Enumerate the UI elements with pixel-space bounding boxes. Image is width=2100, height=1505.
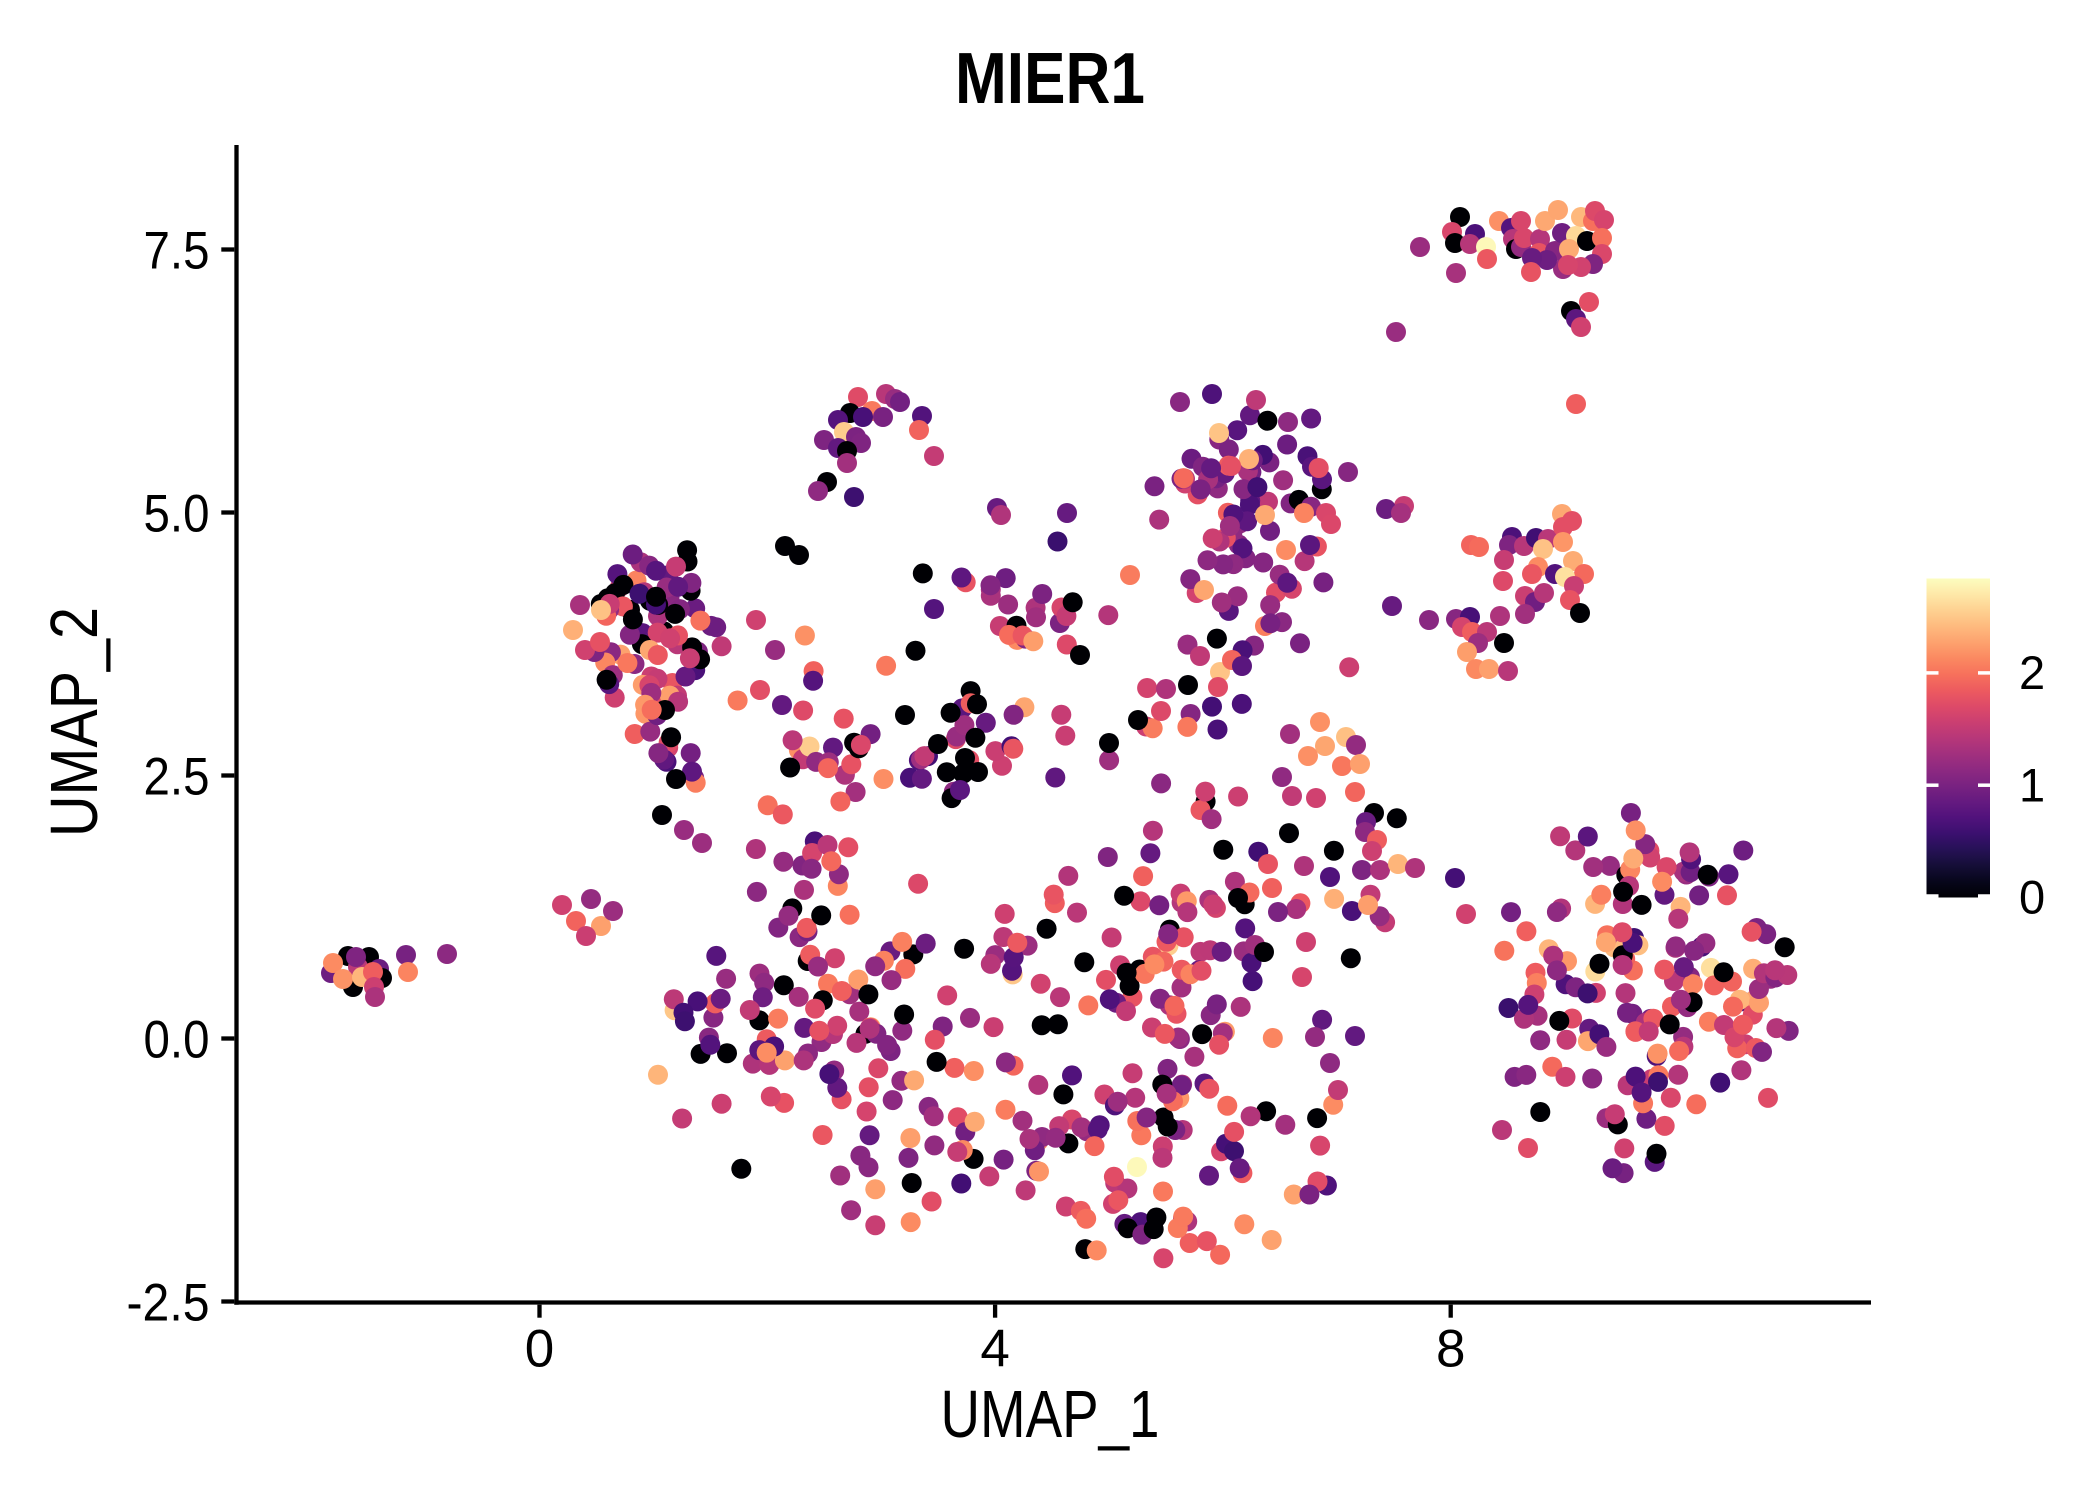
svg-text:UMAP_2: UMAP_2	[37, 607, 112, 837]
svg-text:MIER1: MIER1	[955, 39, 1145, 119]
svg-text:2: 2	[2019, 646, 2045, 699]
svg-text:7.5: 7.5	[144, 222, 210, 281]
svg-text:5.0: 5.0	[144, 485, 210, 544]
svg-text:UMAP_1: UMAP_1	[941, 1377, 1160, 1452]
svg-text:0: 0	[2019, 871, 2045, 924]
svg-text:-2.5: -2.5	[127, 1274, 210, 1333]
svg-text:2.5: 2.5	[144, 748, 210, 807]
svg-text:0.0: 0.0	[144, 1011, 210, 1070]
svg-text:1: 1	[2019, 758, 2045, 811]
svg-text:0: 0	[525, 1319, 554, 1378]
svg-text:8: 8	[1436, 1319, 1465, 1378]
svg-text:4: 4	[980, 1319, 1009, 1378]
